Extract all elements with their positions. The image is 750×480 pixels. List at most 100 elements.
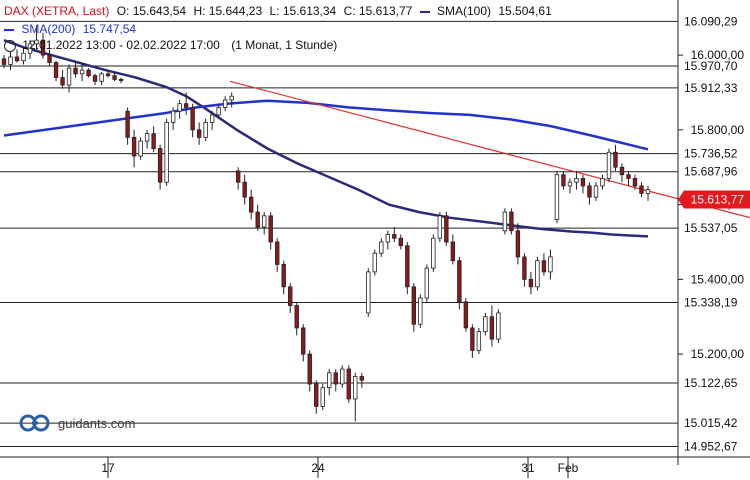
candle-body bbox=[222, 99, 228, 108]
sma200-legend-marker bbox=[4, 28, 14, 31]
candle-body bbox=[522, 256, 527, 280]
candle-body bbox=[509, 211, 514, 232]
candle-body bbox=[528, 278, 534, 288]
candle-body bbox=[567, 181, 573, 187]
brand-logo[interactable]: guidants.com bbox=[18, 413, 135, 433]
y-tick-label: 16.000,00 bbox=[691, 48, 745, 62]
interval-label: (1 Monat, 1 Stunde) bbox=[231, 38, 338, 52]
level-lines bbox=[0, 20, 678, 448]
candle-body bbox=[632, 178, 638, 187]
sma100-legend-marker bbox=[419, 10, 430, 13]
candle-body bbox=[275, 241, 280, 265]
candle-body bbox=[268, 215, 273, 243]
candle-body bbox=[346, 368, 351, 400]
candle-body bbox=[301, 327, 306, 355]
level-label: 15.015,42 bbox=[684, 416, 738, 430]
clock-icon bbox=[4, 39, 16, 52]
candle-body bbox=[437, 215, 443, 239]
candle-body bbox=[385, 234, 390, 243]
candle-body bbox=[86, 69, 91, 77]
candle-body bbox=[489, 316, 495, 340]
candle-body bbox=[457, 260, 462, 303]
candle-body bbox=[255, 211, 260, 228]
candle-body bbox=[34, 39, 39, 45]
candle-body bbox=[216, 107, 221, 116]
x-tick-label: 17 bbox=[101, 461, 115, 475]
candle-body bbox=[554, 174, 560, 220]
x-tick-label: Feb bbox=[558, 461, 579, 475]
candle-body bbox=[138, 140, 143, 157]
y-axis-labels: 16.090,29 15.970,70 15.912,33 15.736,52 15.6… bbox=[677, 0, 750, 465]
last-price-label: 15.613,77 bbox=[691, 192, 745, 206]
candle-body bbox=[340, 368, 345, 385]
x-axis-labels: 17 24 31 Feb bbox=[0, 456, 750, 478]
candle-body bbox=[288, 286, 293, 306]
candle-body bbox=[379, 241, 384, 254]
sma200-header: SMA(200) 15.747,54 bbox=[4, 22, 140, 36]
candle-body bbox=[320, 387, 325, 407]
candle-body bbox=[40, 39, 46, 56]
candle-body bbox=[66, 67, 72, 86]
level-label: 15.687,96 bbox=[684, 165, 738, 179]
logo-text: guidants.com bbox=[58, 415, 136, 431]
candle-body bbox=[450, 241, 456, 262]
candle-body bbox=[613, 151, 618, 168]
x-tick-label: 24 bbox=[311, 461, 325, 475]
candle-body bbox=[476, 331, 482, 351]
candle-body bbox=[118, 79, 124, 81]
candle-body bbox=[196, 129, 202, 138]
candle-body bbox=[21, 52, 26, 62]
candle-body bbox=[444, 215, 449, 243]
moving-averages bbox=[3, 39, 750, 238]
candle-body bbox=[463, 301, 469, 329]
candle-body bbox=[405, 245, 410, 288]
candle-body bbox=[209, 114, 215, 123]
candle-body bbox=[1, 58, 7, 65]
candle-body bbox=[600, 178, 605, 187]
candle-body bbox=[307, 353, 312, 385]
candle-body bbox=[515, 230, 521, 258]
x-tick-label: 31 bbox=[521, 461, 535, 475]
candle-body bbox=[411, 286, 417, 325]
candle-body bbox=[151, 133, 156, 149]
range-header: 12.01.2022 13:00 - 02.02.2022 17:00 (1 M… bbox=[4, 38, 341, 52]
sma100-legend-value: 15.504,61 bbox=[498, 4, 552, 18]
candle-body bbox=[619, 166, 625, 176]
candle-body bbox=[249, 196, 254, 213]
candle-body bbox=[262, 215, 267, 228]
candle-body bbox=[639, 185, 644, 194]
candle-body bbox=[92, 75, 98, 82]
candle-body bbox=[535, 260, 540, 288]
candle-body bbox=[333, 372, 338, 385]
guidants-logo-icon bbox=[19, 414, 50, 432]
candle-body bbox=[580, 178, 586, 187]
candle-body bbox=[561, 174, 566, 187]
close-value: C: 15.613,77 bbox=[343, 4, 413, 18]
low-value: L: 15.613,34 bbox=[269, 4, 337, 18]
candle-body bbox=[470, 327, 475, 351]
candle-body bbox=[392, 234, 397, 239]
candle-body bbox=[164, 121, 169, 183]
sma-line bbox=[3, 99, 649, 151]
y-tick-label: 15.400,00 bbox=[691, 272, 745, 286]
candle-body bbox=[359, 376, 364, 381]
candle-body bbox=[626, 174, 631, 179]
candle-body bbox=[47, 54, 52, 63]
candle-body bbox=[79, 69, 85, 75]
ohlc-header: DAX (XETRA, Last) O: 15.643,54 H: 15.644… bbox=[4, 4, 556, 18]
instrument-title: DAX (XETRA, Last) bbox=[4, 4, 110, 18]
candle-body bbox=[99, 73, 104, 82]
candle-body bbox=[372, 252, 377, 273]
y-tick-label: 15.800,00 bbox=[691, 123, 745, 137]
candle-body bbox=[398, 237, 403, 247]
candle-body bbox=[548, 256, 553, 273]
level-label: 15.338,19 bbox=[684, 295, 738, 309]
high-value: H: 15.644,23 bbox=[193, 4, 263, 18]
candle-body bbox=[203, 121, 208, 138]
candle-body bbox=[587, 185, 592, 198]
candle-body bbox=[606, 151, 612, 179]
date-range: 12.01.2022 13:00 - 02.02.2022 17:00 bbox=[22, 38, 220, 52]
candle-body bbox=[593, 185, 599, 198]
candle-body bbox=[14, 56, 20, 62]
candle-body bbox=[131, 136, 137, 157]
